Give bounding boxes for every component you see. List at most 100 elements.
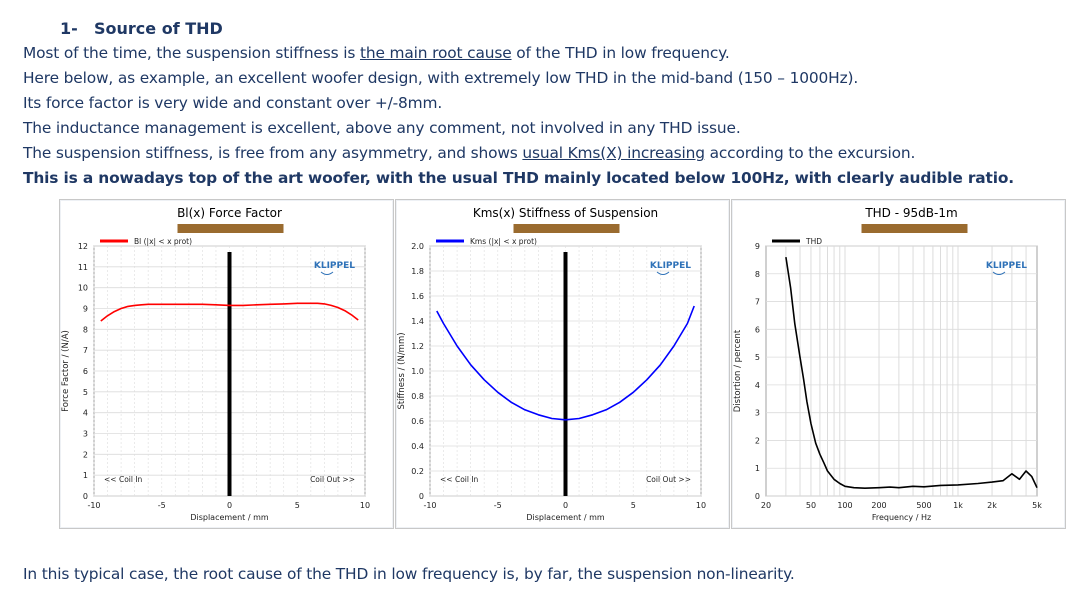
chart-title: Kms(x) Stiffness of Suspension: [473, 206, 658, 220]
klippel-logo: KLIPPEL: [986, 261, 1027, 271]
section-number: 1-: [60, 19, 78, 38]
y-tick-label: 1.8: [411, 267, 424, 276]
x-tick-label: 10: [696, 501, 706, 510]
x-axis-label: Displacement / mm: [526, 513, 605, 522]
y-tick-label: 6: [755, 325, 760, 334]
legend-label: THD: [805, 237, 822, 246]
paragraph-2: Here below, as example, an excellent woo…: [23, 69, 859, 87]
legend-label: Kms (|x| < x prot): [470, 237, 537, 246]
x-tick-label: 10: [360, 501, 370, 510]
x-tick-label: 50: [806, 501, 816, 510]
section-heading: 1- Source of THD: [60, 19, 223, 38]
paragraph-5-underline: usual Kms(X) increasing: [522, 144, 705, 162]
series-line: [436, 305, 695, 421]
x-tick-label: -10: [423, 501, 436, 510]
thd-chart: THD - 95dB-1m 0 1 2 3 4 5 6 7 8 9 20 50 100 200 500 1k 2k…: [731, 199, 1066, 529]
klippel-logo: KLIPPEL: [314, 261, 355, 271]
paragraph-1: Most of the time, the suspension stiffne…: [23, 44, 730, 62]
redaction-bar: [861, 224, 968, 233]
y-tick-label: 9: [83, 305, 88, 314]
y-tick-label: 0: [83, 492, 88, 501]
x-axis-label: Frequency / Hz: [872, 513, 931, 522]
y-tick-label: 10: [78, 284, 88, 293]
y-tick-label: 2.0: [411, 242, 424, 251]
y-tick-label: 1: [755, 464, 760, 473]
coil-out-label: Coil Out >>: [646, 475, 691, 484]
y-tick-label: 1: [83, 471, 88, 480]
x-tick-label: 5: [631, 501, 636, 510]
y-tick-label: 1.0: [411, 367, 424, 376]
bl-force-factor-chart: Bl(x) Force Factor 0 1 2 3 4 5 6 7 8 9 10 11 12 -10 -5 0…: [59, 199, 394, 529]
x-tick-label: 0: [563, 501, 568, 510]
y-tick-label: 8: [83, 325, 88, 334]
y-tick-label: 1.4: [411, 317, 424, 326]
paragraph-3: Its force factor is very wide and consta…: [23, 94, 443, 112]
x-tick-label: -5: [158, 501, 166, 510]
x-tick-label: 20: [761, 501, 771, 510]
y-tick-label: 0.4: [411, 442, 424, 451]
paragraph-5-text-b: according to the excursion.: [704, 144, 916, 162]
x-tick-label: 100: [837, 501, 852, 510]
x-tick-label: 500: [916, 501, 931, 510]
y-axis-label: Force Factor / (N/A): [61, 330, 71, 412]
section-title: Source of THD: [94, 19, 223, 38]
paragraph-1-underline: the main root cause: [359, 44, 512, 62]
paragraph-5-text-a: The suspension stiffness, is free from a…: [23, 144, 523, 162]
y-tick-label: 0.6: [411, 417, 424, 426]
paragraph-4: The inductance management is excellent, …: [23, 119, 741, 137]
kms-stiffness-chart: Kms(x) Stiffness of Suspension 0 0.2 0.4 0.6…: [395, 199, 730, 529]
klippel-logo: KLIPPEL: [650, 261, 691, 271]
y-axis-label: Distortion / percent: [733, 329, 743, 412]
y-tick-label: 5: [83, 388, 88, 397]
klippel-logo-swoosh: [656, 271, 670, 275]
coil-in-label: << Coil In: [440, 475, 479, 484]
x-axis-label: Displacement / mm: [190, 513, 269, 522]
y-tick-label: 0: [419, 492, 424, 501]
x-tick-label: 200: [871, 501, 886, 510]
x-tick-label: 1k: [953, 501, 963, 510]
klippel-logo-swoosh: [320, 271, 334, 275]
x-tick-label: 5k: [1032, 501, 1042, 510]
y-tick-label: 3: [83, 430, 88, 439]
chart-title: Bl(x) Force Factor: [177, 206, 282, 220]
y-tick-label: 2: [83, 450, 88, 459]
y-tick-label: 11: [78, 263, 88, 272]
x-tick-label: 5: [295, 501, 300, 510]
y-tick-label: 0.2: [411, 467, 424, 476]
legend-label: Bl (|x| < x prot): [134, 237, 192, 246]
coil-in-label: << Coil In: [104, 475, 143, 484]
y-tick-label: 2: [755, 436, 760, 445]
y-tick-label: 4: [755, 381, 760, 390]
x-tick-label: -5: [494, 501, 502, 510]
redaction-bar: [177, 224, 284, 233]
paragraph-5: The suspension stiffness, is free from a…: [23, 144, 915, 162]
redaction-bar: [513, 224, 620, 233]
y-tick-label: 9: [755, 242, 760, 251]
chart-title: THD - 95dB-1m: [864, 206, 957, 220]
x-tick-label: -10: [87, 501, 100, 510]
paragraph-1-text-a: Most of the time, the suspension stiffne…: [23, 44, 360, 62]
klippel-logo-swoosh: [992, 271, 1006, 275]
paragraph-6-bold: This is a nowadays top of the art woofer…: [23, 169, 1014, 187]
series-line: [100, 302, 359, 322]
x-tick-label: 2k: [987, 501, 997, 510]
y-tick-label: 1.2: [411, 342, 424, 351]
coil-out-label: Coil Out >>: [310, 475, 355, 484]
y-tick-label: 7: [83, 346, 88, 355]
plot-area: [765, 245, 1038, 497]
y-tick-label: 12: [78, 242, 88, 251]
y-tick-label: 6: [83, 367, 88, 376]
paragraph-1-text-b: of the THD in low frequency.: [511, 44, 730, 62]
conclusion-text: In this typical case, the root cause of …: [23, 565, 795, 583]
y-tick-label: 3: [755, 409, 760, 418]
x-tick-label: 0: [227, 501, 232, 510]
y-tick-label: 1.6: [411, 292, 424, 301]
y-tick-label: 0: [755, 492, 760, 501]
y-tick-label: 8: [755, 270, 760, 279]
series-line: [785, 256, 1038, 489]
y-axis-label: Stiffness / (N/mm): [397, 332, 407, 409]
y-tick-label: 4: [83, 409, 88, 418]
y-tick-label: 7: [755, 298, 760, 307]
y-tick-label: 0.8: [411, 392, 424, 401]
y-tick-label: 5: [755, 353, 760, 362]
